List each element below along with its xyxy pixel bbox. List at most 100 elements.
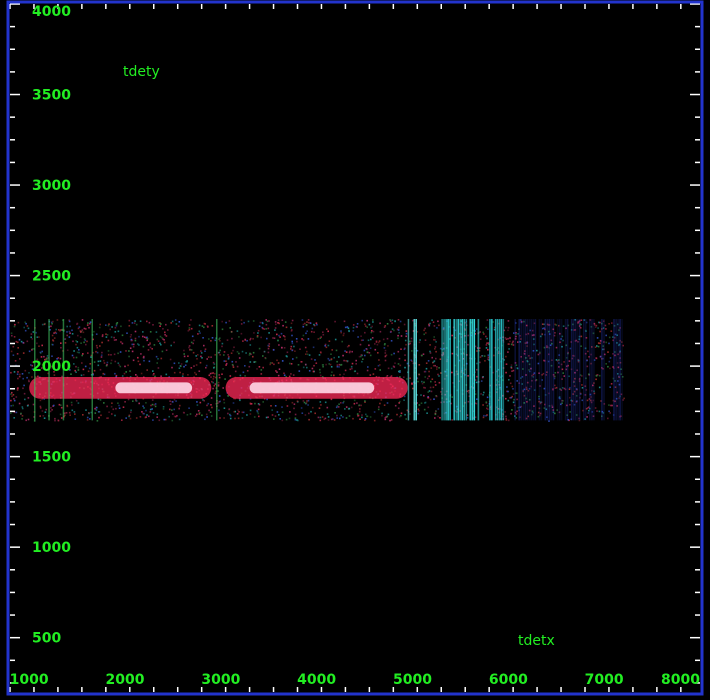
speckle (297, 364, 300, 366)
speckle (592, 384, 594, 387)
speckle (196, 404, 199, 406)
speckle (429, 322, 431, 325)
speckle (569, 396, 571, 399)
speckle (474, 345, 477, 348)
speckle (223, 401, 226, 404)
speckle (434, 346, 437, 348)
speckle (121, 334, 124, 337)
speckle (260, 336, 262, 339)
speckle (307, 338, 310, 340)
speckle (103, 359, 105, 362)
speckle (327, 330, 329, 333)
speckle (293, 407, 295, 410)
speckle (74, 413, 76, 415)
speckle (105, 336, 108, 338)
speckle (110, 359, 113, 362)
speckle (364, 401, 366, 403)
speckle (438, 375, 440, 377)
speckle (103, 373, 106, 376)
speckle (171, 419, 174, 422)
speckle (534, 379, 537, 382)
streak (62, 319, 65, 421)
speckle (249, 344, 252, 346)
speckle (149, 343, 151, 345)
speckle (362, 358, 364, 360)
speckle (12, 394, 15, 396)
speckle (527, 332, 530, 335)
speckle (271, 409, 273, 411)
speckle (464, 322, 466, 324)
speckle (130, 339, 133, 342)
speckle (425, 367, 428, 370)
speckle (424, 327, 426, 330)
speckle (60, 417, 63, 419)
speckle (607, 417, 609, 420)
speckle (270, 405, 272, 407)
speckle (22, 352, 25, 354)
speckle (15, 340, 18, 343)
speckle (31, 338, 34, 340)
speckle (383, 404, 386, 406)
speckle (595, 375, 598, 377)
speckle (112, 408, 115, 411)
speckle (278, 414, 280, 416)
speckle (128, 415, 130, 418)
speckle (221, 345, 223, 348)
speckle (399, 376, 401, 378)
speckle (551, 404, 553, 407)
heat-column (498, 319, 501, 421)
speckle (111, 413, 113, 415)
speckle (149, 342, 151, 344)
speckle (598, 410, 601, 413)
speckle (17, 387, 19, 389)
speckle (302, 400, 305, 402)
speckle (434, 381, 436, 383)
speckle (417, 408, 420, 411)
speckle (221, 342, 224, 345)
speckle (397, 407, 400, 410)
speckle (562, 339, 564, 342)
speckle (135, 399, 137, 402)
speckle (538, 400, 540, 403)
speckle (588, 409, 590, 412)
speckle (235, 361, 237, 363)
speckle (403, 348, 406, 351)
speckle (269, 362, 272, 364)
speckle (343, 400, 345, 403)
speckle (244, 365, 246, 367)
speckle (282, 324, 284, 327)
speckle (519, 416, 521, 419)
speckle (284, 321, 287, 323)
speckle (588, 398, 591, 400)
speckle (548, 347, 551, 349)
speckle (374, 343, 376, 345)
speckle (211, 325, 214, 327)
speckle (234, 370, 237, 373)
speckle (575, 414, 578, 416)
speckle (418, 410, 420, 412)
speckle (378, 340, 381, 342)
speckle (36, 336, 39, 338)
speckle (364, 325, 367, 327)
speckle (558, 359, 560, 361)
speckle (605, 328, 607, 330)
speckle (587, 412, 590, 414)
speckle (424, 376, 426, 378)
speckle (107, 350, 110, 352)
speckle (391, 322, 393, 324)
speckle (43, 355, 45, 358)
speckle (550, 364, 553, 367)
speckle (359, 343, 362, 346)
speckle (19, 358, 21, 360)
speckle (349, 350, 351, 353)
speckle (307, 399, 310, 402)
speckle (333, 374, 335, 377)
speckle (527, 389, 530, 392)
speckle (578, 378, 581, 381)
speckle (295, 338, 298, 340)
speckle (249, 352, 251, 355)
speckle (404, 359, 406, 362)
speckle (13, 411, 16, 414)
speckle (118, 404, 120, 407)
speckle (218, 374, 220, 376)
